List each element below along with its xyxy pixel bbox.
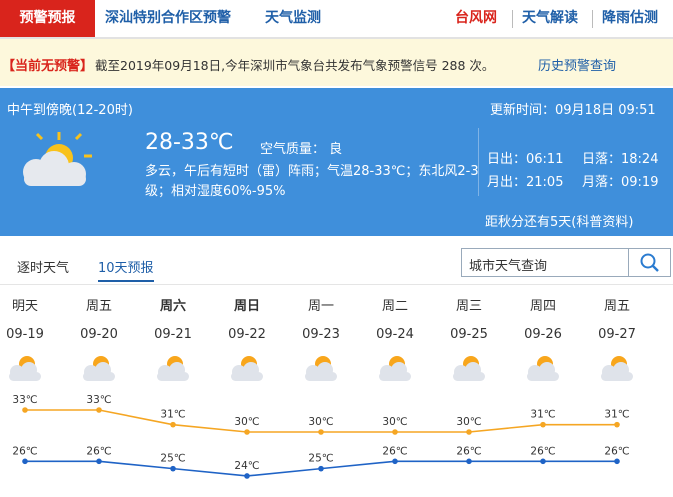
low-point	[392, 458, 398, 465]
day-name: 周二	[382, 299, 408, 314]
search-box[interactable]	[461, 248, 671, 277]
divider	[0, 284, 673, 285]
high-label: 33℃	[12, 394, 37, 406]
search-placeholder[interactable]: 城市天气查询	[469, 259, 548, 274]
day-name: 明天	[12, 299, 38, 314]
description: 多云，午后有短时（雷）阵雨；气温28-33℃；东北风2-3级；相对湿度60%-9…	[145, 164, 479, 199]
high-label: 30℃	[382, 416, 407, 428]
weather-icon	[9, 356, 41, 381]
sunset: 日落：18:24	[582, 152, 659, 167]
date: 09-23	[302, 327, 340, 342]
high-point	[318, 429, 324, 435]
weather-icon	[157, 356, 189, 381]
weather-icon	[23, 132, 92, 186]
moonrise: 月出：21:05	[487, 175, 564, 190]
day-name: 周日	[234, 299, 260, 314]
date: 09-26	[524, 327, 562, 342]
low-point	[244, 473, 250, 479]
day-name: 周四	[530, 299, 556, 314]
low-label: 26℃	[530, 445, 555, 457]
high-label: 30℃	[308, 416, 333, 428]
date: 09-27	[598, 327, 636, 342]
high-point	[96, 407, 102, 413]
high-label: 33℃	[86, 394, 111, 406]
date: 09-21	[154, 327, 192, 342]
nav-tab[interactable]: 深汕特别合作区预警	[105, 10, 231, 26]
low-point	[318, 465, 324, 472]
low-point	[170, 465, 176, 472]
separator	[592, 10, 593, 28]
alert-bar	[0, 39, 673, 86]
alert-link[interactable]: 历史预警查询	[538, 59, 617, 74]
temp: 28-33℃	[145, 130, 234, 155]
low-point	[466, 458, 472, 465]
day-name: 周五	[604, 299, 630, 314]
weather-icon	[453, 356, 485, 381]
low-label: 26℃	[604, 445, 629, 457]
alert-text: 截至2019年09月18日,今年深圳市气象台共发布气象预警信号 288 次。	[95, 58, 495, 73]
weather-icon	[527, 356, 559, 381]
tab-active[interactable]: 10天预报	[98, 257, 154, 282]
separator	[512, 10, 513, 28]
weather-icon	[83, 356, 115, 381]
high-label: 31℃	[530, 409, 555, 421]
day-name: 周五	[86, 299, 112, 314]
date: 09-20	[80, 327, 118, 342]
low-label: 26℃	[456, 445, 481, 457]
air-quality: 空气质量： 良	[260, 142, 343, 157]
low-label: 26℃	[86, 445, 111, 457]
divider	[628, 248, 629, 277]
day-name: 周一	[308, 299, 334, 314]
high-label: 30℃	[234, 416, 259, 428]
weather-icon	[601, 356, 633, 381]
weather-icon	[305, 356, 337, 381]
high-point	[170, 421, 176, 428]
forecast: 明天 09-19 周五 09-20 周六 09-21 周日 09-22 周一 09-23 周二 09-…	[6, 298, 636, 479]
date: 09-22	[228, 327, 266, 342]
tab[interactable]: 逐时天气	[17, 261, 70, 276]
low-label: 26℃	[382, 445, 407, 457]
date: 09-25	[450, 327, 488, 342]
low-label: 26℃	[12, 445, 37, 457]
high-label: 31℃	[160, 409, 185, 421]
low-label: 25℃	[160, 453, 185, 465]
weather-icon	[231, 356, 263, 381]
note[interactable]: 距秋分还有5天(科普资料)	[485, 215, 634, 230]
nav-bar	[0, 0, 673, 39]
nav-tab[interactable]: 预警预报	[0, 0, 95, 37]
low-point	[22, 458, 28, 465]
alert-status: 【当前无预警】	[2, 59, 94, 74]
nav-tab[interactable]: 天气监测	[265, 10, 321, 26]
nav-link[interactable]: 台风网	[455, 10, 497, 26]
high-point	[392, 429, 398, 435]
high-point	[614, 421, 620, 428]
date: 09-19	[6, 327, 44, 342]
high-point	[22, 407, 28, 413]
high-point	[466, 429, 472, 435]
low-point	[96, 458, 102, 465]
high-label: 31℃	[604, 409, 629, 421]
sunrise: 日出：06:11	[487, 152, 564, 167]
period: 中午到傍晚(12-20时)	[7, 103, 133, 118]
high-label: 30℃	[456, 416, 481, 428]
low-point	[540, 458, 546, 465]
high-point	[244, 429, 250, 435]
low-label: 24℃	[234, 460, 259, 472]
low-label: 25℃	[308, 453, 333, 465]
day-name: 周六	[160, 298, 186, 314]
moonset: 月落：09:19	[582, 175, 659, 190]
nav-link[interactable]: 天气解读	[522, 10, 578, 26]
search-icon[interactable]	[639, 252, 661, 274]
high-point	[540, 421, 546, 428]
low-point	[614, 458, 620, 465]
now-panel	[0, 88, 673, 236]
day-name: 周三	[456, 299, 482, 314]
date: 09-24	[376, 327, 414, 342]
nav-link[interactable]: 降雨估测	[602, 10, 658, 26]
weather-icon	[379, 356, 411, 381]
updated: 更新时间：09月18日 09:51	[490, 103, 656, 118]
divider	[478, 128, 479, 196]
